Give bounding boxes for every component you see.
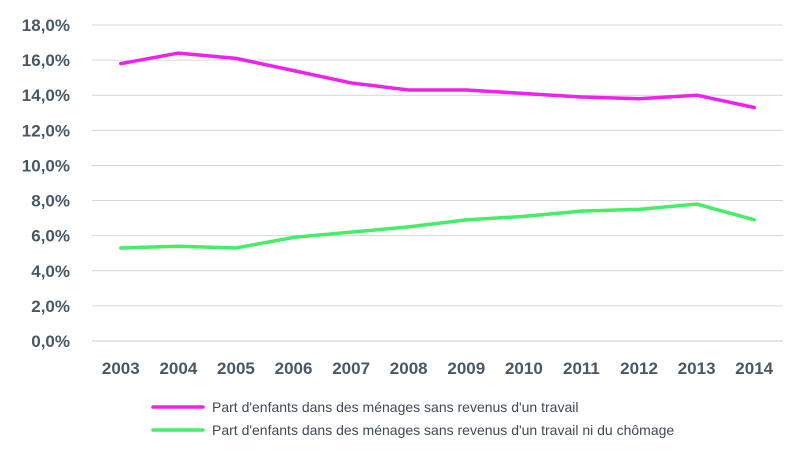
data-point	[695, 202, 699, 206]
x-tick-label: 2011	[563, 359, 600, 378]
data-point	[119, 62, 123, 66]
x-tick-label: 2013	[678, 359, 716, 378]
x-tick-label: 2006	[275, 359, 313, 378]
legend-item: Part d'enfants dans des ménages sans rev…	[151, 399, 578, 415]
y-tick-label: 14,0%	[22, 86, 70, 105]
y-axis-tick-labels: 0,0% 2,0% 4,0% 6,0% 8,0% 10,0% 12,0% 14,0% 16,0%…	[22, 16, 70, 351]
legend-item: Part d'enfants dans des ménages sans rev…	[151, 422, 674, 438]
y-tick-label: 12,0%	[22, 121, 70, 140]
series-line	[119, 51, 756, 110]
series-lines	[119, 51, 756, 250]
data-point	[695, 93, 699, 97]
data-point	[234, 56, 238, 60]
data-point	[176, 51, 180, 55]
data-point	[349, 81, 353, 85]
x-tick-label: 2003	[102, 359, 140, 378]
x-tick-label: 2007	[332, 359, 370, 378]
x-tick-label: 2014	[735, 359, 773, 378]
data-point	[407, 225, 411, 229]
series-1	[119, 51, 756, 110]
data-point	[349, 230, 353, 234]
y-tick-label: 0,0%	[31, 332, 70, 351]
y-tick-label: 6,0%	[31, 227, 70, 246]
series-2	[119, 202, 756, 250]
x-tick-label: 2012	[620, 359, 658, 378]
data-point	[291, 235, 296, 240]
x-tick-label: 2005	[217, 359, 255, 378]
y-tick-label: 10,0%	[22, 156, 70, 175]
grid-lines	[92, 24, 783, 342]
data-point	[579, 209, 584, 213]
y-tick-label: 4,0%	[31, 262, 70, 281]
x-tick-label: 2008	[390, 359, 428, 378]
data-point	[752, 218, 756, 222]
x-axis-tick-labels: 2003 2004 2005 2006 2007 2008 2009 2010 2011 2012…	[102, 359, 774, 378]
data-point	[464, 218, 468, 222]
x-tick-label: 2009	[447, 359, 485, 378]
data-point	[752, 105, 756, 110]
data-point	[637, 207, 641, 211]
data-point	[176, 244, 180, 248]
y-tick-label: 8,0%	[31, 192, 70, 211]
y-tick-label: 16,0%	[22, 51, 70, 70]
data-point	[579, 95, 584, 99]
data-point	[522, 214, 526, 218]
data-point	[291, 69, 296, 73]
x-tick-label: 2010	[505, 359, 543, 378]
x-tick-label: 2004	[159, 359, 197, 378]
legend-label: Part d'enfants dans des ménages sans rev…	[212, 422, 674, 438]
y-tick-label: 18,0%	[22, 16, 70, 35]
data-point	[407, 88, 411, 92]
data-point	[464, 88, 468, 92]
data-point	[522, 91, 526, 96]
legend: Part d'enfants dans des ménages sans rev…	[151, 399, 674, 438]
series-line	[119, 202, 756, 250]
data-point	[119, 246, 123, 250]
data-point	[234, 246, 238, 250]
data-point	[637, 97, 641, 101]
legend-label: Part d'enfants dans des ménages sans rev…	[212, 399, 578, 415]
y-tick-label: 2,0%	[31, 297, 70, 316]
